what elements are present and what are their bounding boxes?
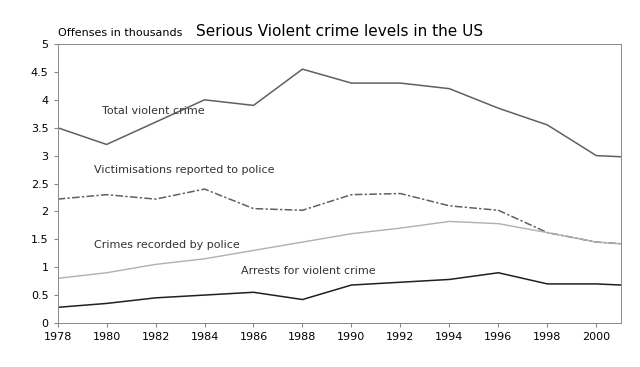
- Text: Victimisations reported to police: Victimisations reported to police: [94, 166, 275, 175]
- Text: Total violent crime: Total violent crime: [102, 106, 204, 116]
- Text: Crimes recorded by police: Crimes recorded by police: [94, 240, 240, 250]
- Title: Serious Violent crime levels in the US: Serious Violent crime levels in the US: [196, 24, 483, 39]
- Text: Offenses in thousands: Offenses in thousands: [58, 29, 182, 39]
- Text: Arrests for violent crime: Arrests for violent crime: [241, 266, 376, 276]
